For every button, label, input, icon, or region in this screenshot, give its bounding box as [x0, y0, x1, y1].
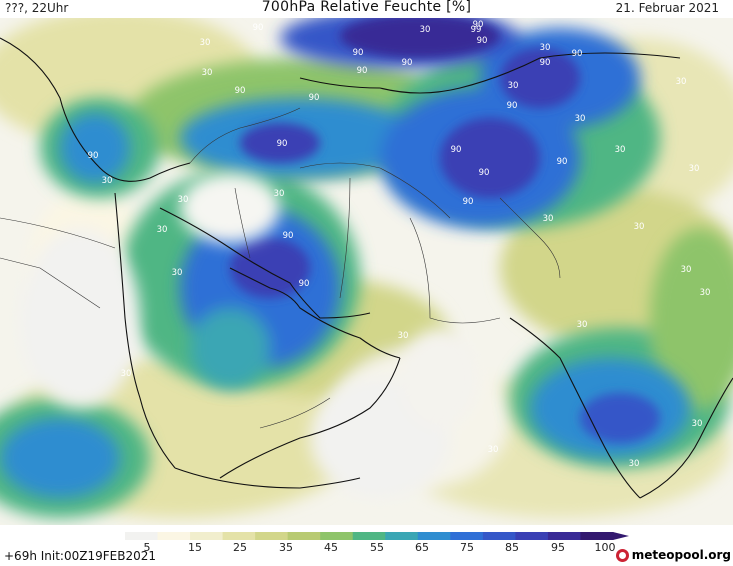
- map-title: 700hPa Relative Feuchte [%]: [261, 0, 472, 15]
- contour-label: 90: [309, 93, 320, 103]
- contour-label: 90: [88, 151, 99, 161]
- contour-label: 90: [283, 231, 294, 241]
- valid-time: ???, 22Uhr: [5, 1, 69, 15]
- contour-label: 30: [615, 145, 626, 155]
- contour-label: 90: [473, 20, 484, 30]
- colorbar-segment: [222, 532, 256, 540]
- colorbar-tick: 35: [279, 541, 293, 554]
- contour-label: 30: [634, 222, 645, 232]
- colorbar-tick: 45: [324, 541, 338, 554]
- colorbar-extend-arrow: [613, 532, 629, 540]
- colorbar-tick: 100: [594, 541, 616, 554]
- borders: [0, 107, 561, 429]
- humidity-field-core: [230, 18, 660, 443]
- contour-label: 30: [689, 164, 700, 174]
- colorbar-segment: [287, 532, 321, 540]
- contour-label: 30: [676, 77, 687, 87]
- contour-label: 30: [121, 369, 132, 379]
- logo-icon: [615, 548, 629, 562]
- contour-label: 30: [157, 225, 168, 235]
- contour-label: 30: [178, 195, 189, 205]
- colorbar-segment: [482, 532, 516, 540]
- contour-label: 30: [540, 43, 551, 53]
- colorbar-segment: [255, 532, 289, 540]
- colorbar-segment: [547, 532, 581, 540]
- contour-label: 30: [692, 419, 703, 429]
- humidity-map: 90 90 90 90 90 90 90 90 90 90 90 90 90 9…: [0, 18, 733, 525]
- colorbar-tick: 15: [188, 541, 202, 554]
- contour-label: 30: [575, 114, 586, 124]
- header: ???, 22Uhr 700hPa Relative Feuchte [%] 2…: [0, 0, 733, 18]
- contour-label: 90: [451, 145, 462, 155]
- colorbar-tick: 5: [143, 541, 151, 554]
- contour-label: 99: [471, 25, 482, 35]
- contour-label: 30: [274, 189, 285, 199]
- contour-label: 30: [420, 25, 431, 35]
- contour-label: 90: [479, 168, 490, 178]
- contour-label: 90: [357, 66, 368, 76]
- run-info: +69h Init:00Z19FEB2021: [4, 549, 156, 563]
- colorbar-segment: [385, 532, 419, 540]
- colorbar-segment: [515, 532, 549, 540]
- contour-label: 30: [543, 214, 554, 224]
- contour-label: 90: [353, 48, 364, 58]
- colorbar-segment: [190, 532, 224, 540]
- colorbar-segment: [450, 532, 484, 540]
- colorbar-tick: 95: [551, 541, 565, 554]
- coastlines: [0, 37, 733, 499]
- contour-label: 90: [557, 157, 568, 167]
- contour-label: 90: [235, 86, 246, 96]
- contour-label: 90: [540, 58, 551, 68]
- contour-labels: 90 90 90 90 90 90 90 90 90 90 90 90 90 9…: [88, 20, 711, 469]
- colorbar-tick: 25: [233, 541, 247, 554]
- colorbar-segment: [580, 532, 614, 540]
- contour-label: 30: [398, 331, 409, 341]
- contour-label: 90: [402, 58, 413, 68]
- logo-text: meteopool.org: [631, 548, 731, 562]
- contour-label: 30: [172, 268, 183, 278]
- contour-label: 30: [629, 459, 640, 469]
- contour-label: 90: [299, 279, 310, 289]
- colorbar-segment: [352, 532, 386, 540]
- contour-label: 30: [681, 265, 692, 275]
- colorbar-segment: [320, 532, 354, 540]
- contour-label: 30: [577, 320, 588, 330]
- contour-label: 30: [102, 176, 113, 186]
- contour-label: 90: [572, 49, 583, 59]
- contour-label: 90: [507, 101, 518, 111]
- contour-label: 90: [477, 36, 488, 46]
- contour-label: 90: [463, 197, 474, 207]
- meteopool-logo[interactable]: meteopool.org: [615, 546, 731, 564]
- contour-label: 30: [202, 68, 213, 78]
- colorbar-segment: [125, 532, 159, 540]
- colorbar-tick: 75: [460, 541, 474, 554]
- contour-label: 90: [253, 23, 264, 33]
- contour-label: 30: [508, 81, 519, 91]
- colorbar-segment: [417, 532, 451, 540]
- contour-label: 90: [277, 139, 288, 149]
- colorbar-ticks: 5 15 25 35 45 55 65 75 85 95 100: [105, 541, 631, 555]
- colorbar-tick: 55: [370, 541, 384, 554]
- contour-label: 30: [488, 445, 499, 455]
- colorbar-tick: 85: [505, 541, 519, 554]
- colorbar: [125, 532, 629, 540]
- colorbar-tick: 65: [415, 541, 429, 554]
- contour-label: 30: [200, 38, 211, 48]
- dry-areas: [20, 173, 480, 498]
- valid-date: 21. Februar 2021: [615, 1, 719, 15]
- colorbar-segment: [157, 532, 191, 540]
- contour-label: 30: [700, 288, 711, 298]
